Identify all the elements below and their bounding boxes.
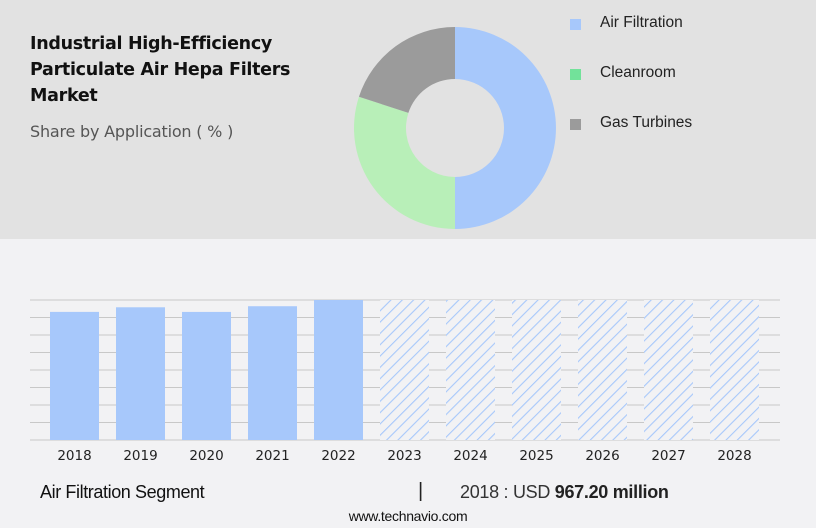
donut-chart [354, 27, 556, 230]
x-axis-label: 2023 [387, 448, 421, 464]
segment-year-label: 2018 : USD [460, 482, 555, 502]
x-axis-label: 2028 [717, 448, 751, 464]
source-url: www.technavio.com [348, 508, 468, 524]
x-axis-label: 2026 [585, 448, 619, 464]
footer-separator: | [418, 480, 424, 502]
legend-swatch-icon [570, 119, 581, 130]
donut-slice-air-filtration [455, 27, 556, 229]
bar-2024 [446, 300, 495, 440]
bar-2025 [512, 300, 561, 440]
legend-label: Air Filtration [600, 14, 683, 31]
x-axis-label: 2022 [321, 448, 355, 464]
bar-2023 [380, 300, 429, 440]
bar-2019 [116, 307, 165, 440]
legend-label: Gas Turbines [600, 114, 693, 131]
bar-2022 [314, 300, 363, 440]
segment-value: 2018 : USD 967.20 million [460, 482, 669, 503]
legend-swatch-icon [570, 69, 581, 80]
chart-title: Industrial High-Efficiency Particulate A… [30, 34, 291, 106]
bar-2027 [644, 300, 693, 440]
bar-chart: 2018 2019 2020 2021 2022 2023 2024 2025 2026 2027… [30, 299, 780, 464]
x-axis-labels: 2018 2019 2020 2021 2022 2023 2024 2025 2026 2027… [57, 448, 751, 464]
chart-subtitle: Share by Application ( % ) [30, 122, 234, 141]
x-axis-label: 2018 [57, 448, 91, 464]
bar-2026 [578, 300, 627, 440]
donut-slice-gas-turbines [358, 27, 455, 113]
bar-2028 [710, 300, 759, 440]
bar-2020 [182, 311, 231, 440]
donut-slice-cleanroom [354, 96, 455, 230]
x-axis-label: 2027 [651, 448, 685, 464]
x-axis-label: 2019 [123, 448, 157, 464]
x-axis-label: 2021 [255, 448, 289, 464]
x-axis-label: 2025 [519, 448, 553, 464]
bar-2018 [50, 311, 99, 440]
x-axis-label: 2020 [189, 448, 223, 464]
segment-value-amount: 967.20 million [554, 482, 669, 502]
bars [50, 300, 759, 440]
x-axis-label: 2024 [453, 448, 487, 464]
bar-2021 [248, 306, 297, 440]
segment-label: Air Filtration Segment [40, 482, 205, 502]
legend-label: Cleanroom [600, 64, 676, 81]
legend-swatch-icon [570, 19, 581, 30]
